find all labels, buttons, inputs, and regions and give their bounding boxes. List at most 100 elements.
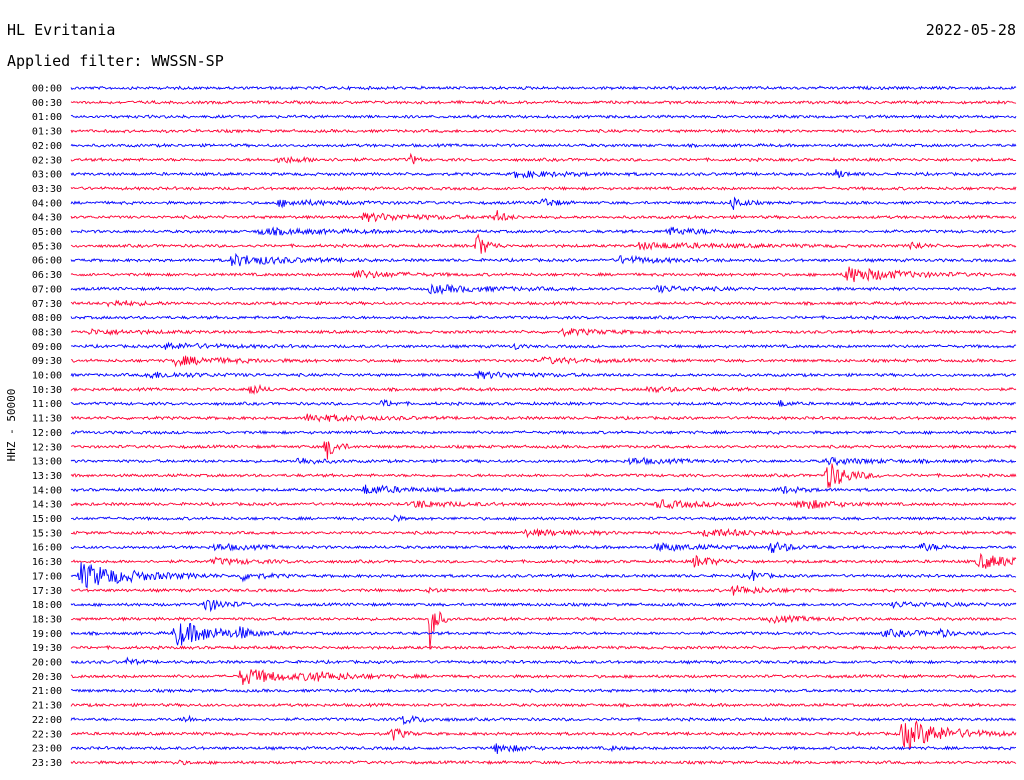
trace-line: [70, 688, 1017, 694]
tick-label: 13:00: [32, 457, 62, 468]
trace-line: [70, 226, 1017, 236]
tick-label: 12:00: [32, 428, 62, 439]
trace-line: [70, 429, 1017, 436]
trace-line: [70, 383, 1017, 396]
tick-label: 05:00: [32, 227, 62, 238]
trace-line: [70, 702, 1017, 708]
tick-label: 07:00: [32, 284, 62, 295]
tick-label: 10:30: [32, 385, 62, 396]
date-label: 2022-05-28: [926, 21, 1016, 39]
tick-label: 02:00: [32, 141, 62, 152]
trace-line: [70, 370, 1017, 380]
trace-line: [70, 463, 1017, 488]
trace-line: [70, 266, 1017, 283]
trace-line: [70, 413, 1017, 423]
tick-label: 10:00: [32, 371, 62, 382]
trace-line: [70, 527, 1017, 539]
trace-line: [70, 114, 1017, 120]
tick-label: 08:00: [32, 313, 62, 324]
tick-label: 21:00: [32, 686, 62, 697]
tick-label: 15:00: [32, 514, 62, 525]
trace-line: [70, 99, 1017, 105]
trace-line: [70, 562, 1017, 589]
trace-line: [70, 622, 1017, 646]
tick-label: 00:30: [32, 98, 62, 109]
filter-label: Applied filter: WWSSN-SP: [7, 52, 224, 70]
trace-line: [70, 128, 1017, 134]
time-tick-labels: 00:00 00:30 01:00 01:30 02:00 02:30 03:00 03:30…: [32, 84, 62, 769]
station-title: HL Evritania: [7, 21, 115, 39]
tick-label: 11:30: [32, 414, 62, 425]
tick-label: 17:00: [32, 571, 62, 582]
trace-line: [70, 610, 1017, 650]
trace-line: [70, 142, 1017, 149]
tick-label: 11:00: [32, 399, 62, 410]
tick-label: 00:00: [32, 84, 62, 95]
trace-line: [70, 314, 1017, 321]
y-axis-label: HHZ - 50000: [5, 389, 18, 462]
tick-label: 02:30: [32, 155, 62, 166]
tick-label: 20:00: [32, 658, 62, 669]
tick-label: 08:30: [32, 327, 62, 338]
tick-label: 16:00: [32, 543, 62, 554]
trace-line: [71, 514, 1017, 523]
trace-line: [70, 714, 1016, 726]
tick-label: 20:30: [32, 672, 62, 683]
trace-line: [70, 327, 1017, 338]
tick-label: 04:00: [32, 198, 62, 209]
tick-label: 14:30: [32, 500, 62, 511]
tick-label: 01:30: [32, 127, 62, 138]
tick-label: 16:30: [32, 557, 62, 568]
tick-label: 01:00: [32, 112, 62, 123]
trace-line: [70, 441, 1017, 460]
trace-line: [70, 759, 1017, 766]
trace-line: [70, 585, 1017, 596]
trace-line: [70, 499, 1017, 510]
trace-line: [70, 541, 1017, 553]
tick-label: 22:30: [32, 729, 62, 740]
tick-label: 03:30: [32, 184, 62, 195]
tick-label: 09:00: [32, 342, 62, 353]
trace-line: [70, 186, 1017, 192]
tick-label: 03:00: [32, 170, 62, 181]
trace-line: [70, 552, 1017, 569]
tick-label: 18:30: [32, 614, 62, 625]
tick-label: 17:30: [32, 586, 62, 597]
trace-line: [70, 210, 1017, 223]
trace-line: [70, 152, 1017, 165]
trace-line: [70, 599, 1017, 613]
tick-label: 15:30: [32, 528, 62, 539]
trace-line: [70, 233, 1017, 254]
tick-label: 22:00: [32, 715, 62, 726]
tick-label: 23:30: [32, 758, 62, 769]
tick-label: 13:30: [32, 471, 62, 482]
trace-line: [70, 669, 1017, 685]
trace-line: [70, 398, 1017, 407]
trace-line: [71, 719, 1017, 749]
trace-line: [70, 341, 1017, 350]
trace-line: [70, 169, 1017, 179]
trace-line: [70, 85, 1017, 91]
tick-label: 07:30: [32, 299, 62, 310]
tick-label: 19:00: [32, 629, 62, 640]
trace-line: [70, 456, 1017, 467]
trace-group: [70, 85, 1017, 766]
trace-line: [70, 656, 1017, 666]
trace-line: [70, 252, 1017, 267]
trace-line: [70, 484, 1017, 495]
tick-label: 21:30: [32, 701, 62, 712]
trace-line: [70, 196, 1017, 210]
tick-label: 04:30: [32, 213, 62, 224]
tick-label: 09:30: [32, 356, 62, 367]
tick-label: 06:30: [32, 270, 62, 281]
trace-line: [70, 299, 1017, 308]
tick-label: 19:30: [32, 643, 62, 654]
tick-label: 18:00: [32, 600, 62, 611]
tick-label: 23:00: [32, 744, 62, 755]
trace-line: [70, 355, 1017, 368]
tick-label: 14:00: [32, 485, 62, 496]
tick-label: 06:00: [32, 256, 62, 267]
tick-label: 05:30: [32, 241, 62, 252]
trace-line: [70, 644, 1017, 651]
